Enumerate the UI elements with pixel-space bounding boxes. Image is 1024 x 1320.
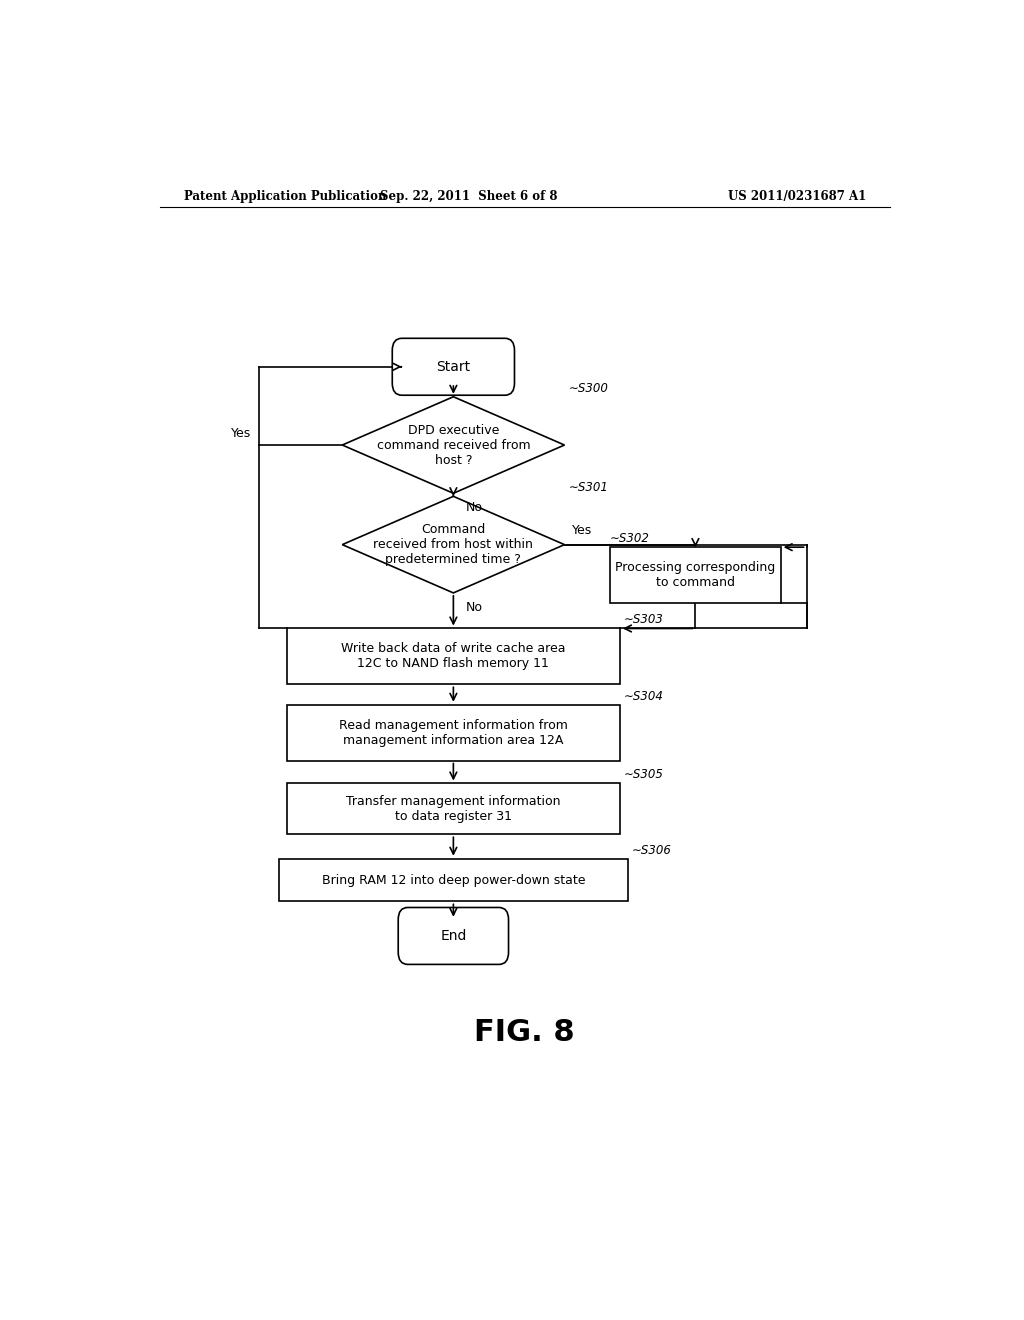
Text: ∼S303: ∼S303 xyxy=(624,614,664,627)
Text: Start: Start xyxy=(436,360,470,374)
Text: ∼S302: ∼S302 xyxy=(610,532,650,545)
Text: ∼S304: ∼S304 xyxy=(624,689,664,702)
Bar xyxy=(287,628,621,684)
FancyBboxPatch shape xyxy=(398,907,509,965)
Bar xyxy=(279,859,628,902)
Text: Yes: Yes xyxy=(572,524,593,536)
Polygon shape xyxy=(342,496,564,593)
Text: Yes: Yes xyxy=(230,426,251,440)
Text: Patent Application Publication: Patent Application Publication xyxy=(183,190,386,202)
Bar xyxy=(287,784,621,834)
Text: FIG. 8: FIG. 8 xyxy=(474,1018,575,1047)
Text: ∼S306: ∼S306 xyxy=(632,843,672,857)
Text: ∼S301: ∼S301 xyxy=(568,482,608,494)
Text: No: No xyxy=(465,601,482,614)
Text: Sep. 22, 2011  Sheet 6 of 8: Sep. 22, 2011 Sheet 6 of 8 xyxy=(381,190,558,202)
FancyBboxPatch shape xyxy=(392,338,514,395)
Bar xyxy=(610,548,780,603)
Text: Write back data of write cache area
12C to NAND flash memory 11: Write back data of write cache area 12C … xyxy=(341,643,565,671)
Text: DPD executive
command received from
host ?: DPD executive command received from host… xyxy=(377,424,530,466)
Text: ∼S300: ∼S300 xyxy=(568,381,608,395)
Bar xyxy=(287,705,621,760)
Text: Bring RAM 12 into deep power-down state: Bring RAM 12 into deep power-down state xyxy=(322,874,585,887)
Text: Read management information from
management information area 12A: Read management information from managem… xyxy=(339,718,568,747)
Polygon shape xyxy=(342,397,564,494)
Text: No: No xyxy=(465,502,482,515)
Text: ∼S305: ∼S305 xyxy=(624,768,664,781)
Text: Transfer management information
to data register 31: Transfer management information to data … xyxy=(346,795,560,822)
Text: US 2011/0231687 A1: US 2011/0231687 A1 xyxy=(728,190,866,202)
Text: End: End xyxy=(440,929,467,942)
Text: Command
received from host within
predetermined time ?: Command received from host within predet… xyxy=(374,523,534,566)
Text: Processing corresponding
to command: Processing corresponding to command xyxy=(615,561,775,589)
